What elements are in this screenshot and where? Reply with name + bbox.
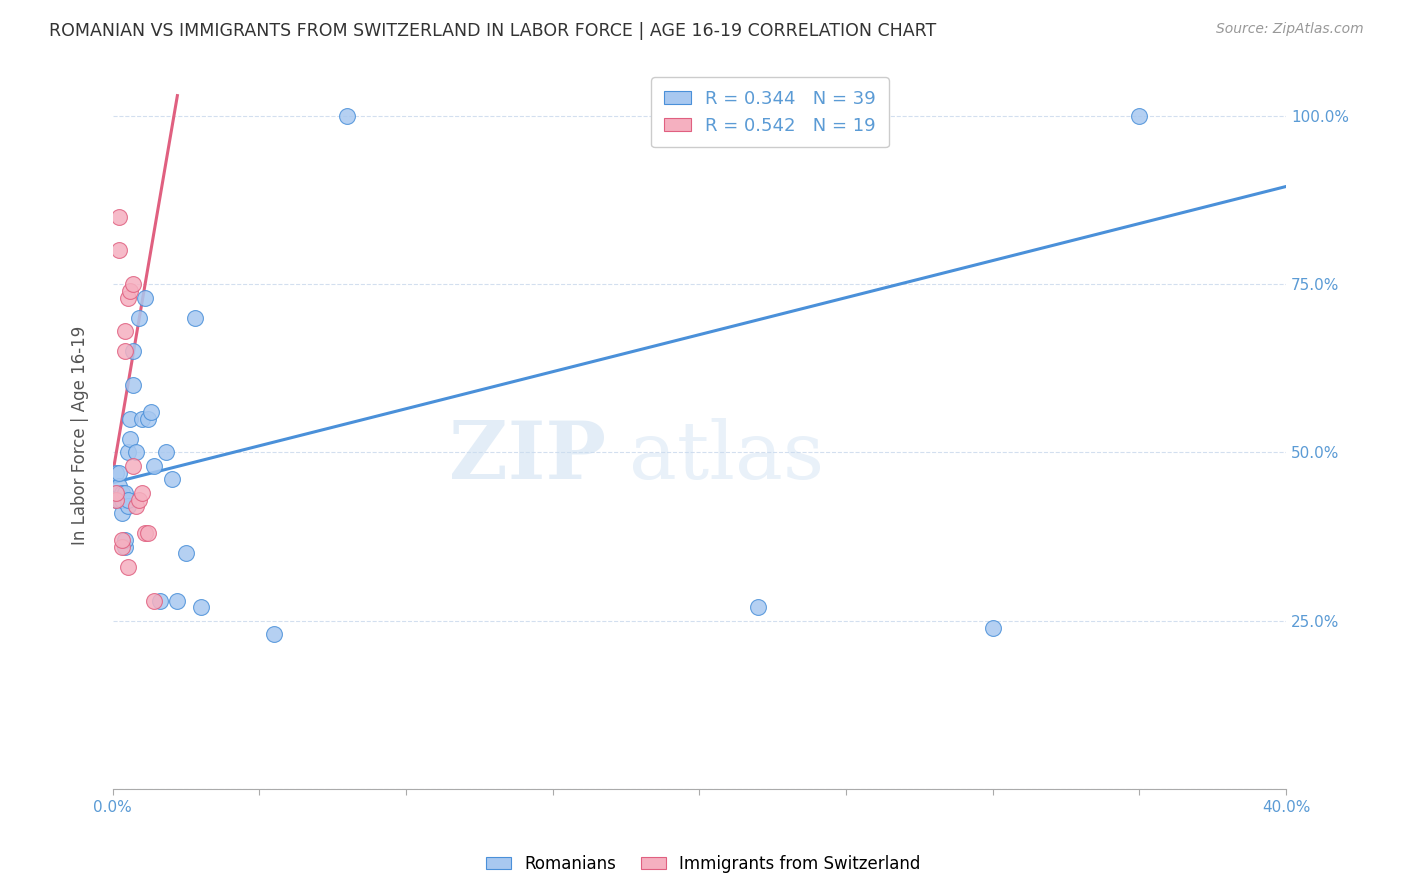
- Point: [336, 109, 359, 123]
- Point: [142, 593, 165, 607]
- Point: [111, 540, 134, 554]
- Point: [117, 500, 139, 514]
- Point: [174, 546, 197, 560]
- Point: [131, 486, 153, 500]
- Point: [114, 344, 136, 359]
- Point: [107, 244, 129, 258]
- Point: [125, 445, 148, 459]
- Point: [111, 506, 134, 520]
- Point: [114, 533, 136, 547]
- Point: [136, 526, 159, 541]
- Point: [107, 210, 129, 224]
- Point: [122, 458, 145, 473]
- Text: ZIP: ZIP: [449, 417, 606, 496]
- Text: ROMANIAN VS IMMIGRANTS FROM SWITZERLAND IN LABOR FORCE | AGE 16-19 CORRELATION C: ROMANIAN VS IMMIGRANTS FROM SWITZERLAND …: [49, 22, 936, 40]
- Point: [107, 492, 129, 507]
- Point: [111, 492, 134, 507]
- Text: Source: ZipAtlas.com: Source: ZipAtlas.com: [1216, 22, 1364, 37]
- Point: [981, 621, 1004, 635]
- Point: [117, 492, 139, 507]
- Point: [136, 412, 159, 426]
- Point: [117, 291, 139, 305]
- Point: [120, 284, 142, 298]
- Point: [107, 466, 129, 480]
- Point: [120, 432, 142, 446]
- Point: [125, 500, 148, 514]
- Point: [134, 526, 156, 541]
- Point: [166, 593, 188, 607]
- Point: [122, 344, 145, 359]
- Point: [190, 600, 212, 615]
- Text: atlas: atlas: [628, 417, 824, 496]
- Point: [131, 412, 153, 426]
- Point: [107, 479, 129, 493]
- Point: [747, 600, 769, 615]
- Point: [120, 412, 142, 426]
- Point: [142, 458, 165, 473]
- Point: [184, 310, 207, 325]
- Legend: R = 0.344   N = 39, R = 0.542   N = 19: R = 0.344 N = 39, R = 0.542 N = 19: [651, 77, 889, 147]
- Point: [160, 472, 183, 486]
- Point: [104, 486, 127, 500]
- Point: [107, 486, 129, 500]
- Point: [104, 492, 127, 507]
- Point: [155, 445, 177, 459]
- Point: [122, 378, 145, 392]
- Point: [104, 486, 127, 500]
- Point: [128, 492, 150, 507]
- Point: [263, 627, 285, 641]
- Point: [139, 405, 162, 419]
- Point: [122, 277, 145, 292]
- Legend: Romanians, Immigrants from Switzerland: Romanians, Immigrants from Switzerland: [479, 848, 927, 880]
- Point: [111, 486, 134, 500]
- Point: [1128, 109, 1150, 123]
- Point: [114, 486, 136, 500]
- Point: [117, 560, 139, 574]
- Point: [149, 593, 172, 607]
- Y-axis label: In Labor Force | Age 16-19: In Labor Force | Age 16-19: [72, 326, 89, 545]
- Point: [114, 324, 136, 338]
- Point: [117, 445, 139, 459]
- Point: [104, 492, 127, 507]
- Point: [114, 540, 136, 554]
- Point: [134, 291, 156, 305]
- Point: [128, 310, 150, 325]
- Point: [104, 466, 127, 480]
- Point: [111, 533, 134, 547]
